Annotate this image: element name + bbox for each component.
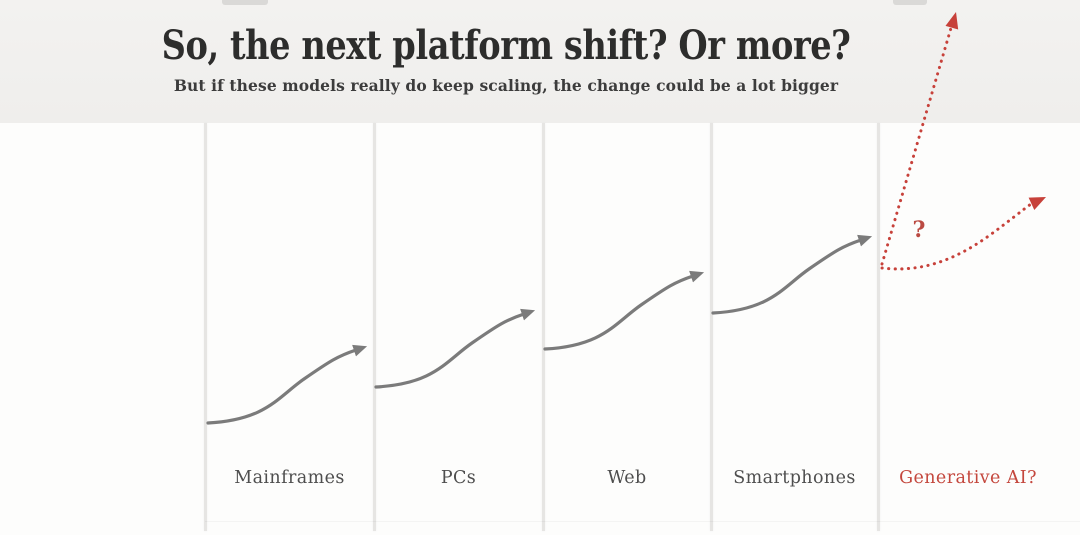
era-label-smartphones: Smartphones xyxy=(733,468,856,488)
s-curve-arrow-icon-pcs xyxy=(374,308,536,389)
dotted-rising-curve-arrowhead-icon xyxy=(1028,197,1046,210)
bottom-rule xyxy=(205,521,1080,522)
page-title-text: So, the next platform shift? Or more? xyxy=(161,22,851,69)
s-curve-arrow-icon-smartphones xyxy=(711,234,873,315)
s-curve-arrow-icon-mainframes xyxy=(206,344,368,425)
page-title: So, the next platform shift? Or more? xyxy=(0,22,1012,70)
column-divider xyxy=(204,123,207,531)
era-label-pcs: PCs xyxy=(440,468,477,488)
era-label-web: Web xyxy=(607,468,647,488)
s-curve-arrow-icon-web xyxy=(543,270,705,351)
column-divider xyxy=(877,123,880,531)
page-subtitle: But if these models really do keep scali… xyxy=(173,76,839,95)
column-divider xyxy=(710,123,713,531)
top-edge-artifact-right xyxy=(893,0,927,5)
top-edge-artifact-left xyxy=(222,0,268,5)
question-mark-annotation: ? xyxy=(912,217,926,243)
era-label-mainframes: Mainframes xyxy=(234,468,345,488)
era-label-generative-ai: Generative AI? xyxy=(899,468,1037,488)
column-divider xyxy=(373,123,376,531)
dotted-rising-curve-arrow-icon xyxy=(880,202,1033,271)
column-divider xyxy=(542,123,545,531)
